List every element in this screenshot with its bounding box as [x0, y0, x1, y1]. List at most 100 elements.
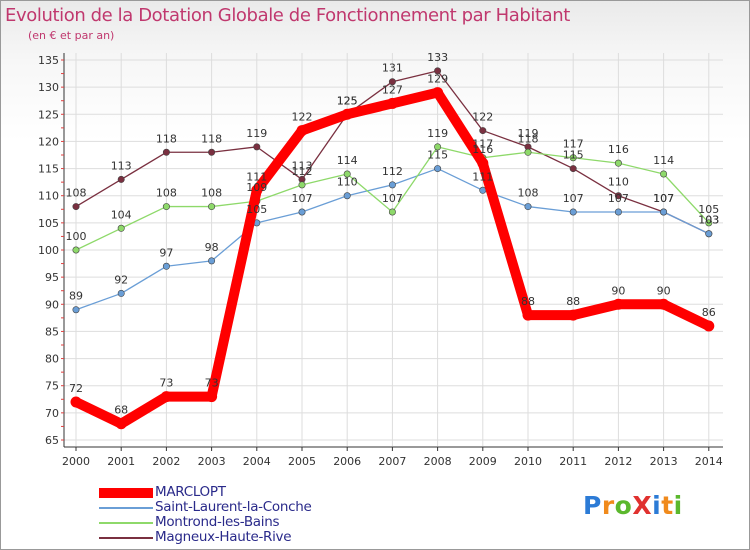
data-point-saint-laurent-la-conche	[614, 208, 622, 216]
data-label-magneux-haute-rive: 118	[201, 132, 222, 145]
data-point-montrond-les-bains	[117, 224, 125, 232]
data-label-montrond-les-bains: 114	[653, 154, 674, 167]
data-label-marclopt: 86	[702, 306, 716, 319]
brand-logo-letter: o	[614, 491, 633, 520]
data-point-magneux-haute-rive	[208, 148, 216, 156]
x-tick-label: 2004	[243, 455, 271, 468]
legend-swatch-saint-laurent	[99, 507, 153, 509]
legend-swatch-montrond	[99, 522, 153, 524]
data-label-montrond-les-bains: 112	[292, 165, 313, 178]
legend-label-marclopt: MARCLOPT	[155, 484, 226, 500]
x-tick-label: 2007	[378, 455, 406, 468]
x-tick-label: 2009	[469, 455, 497, 468]
y-tick-label: 75	[45, 380, 59, 393]
data-label-montrond-les-bains: 108	[156, 187, 177, 200]
data-point-magneux-haute-rive	[117, 175, 125, 183]
data-point-montrond-les-bains	[705, 219, 713, 227]
data-point-montrond-les-bains	[208, 203, 216, 211]
y-tick-label: 130	[38, 81, 59, 94]
data-label-saint-laurent-la-conche: 107	[563, 192, 584, 205]
chart-title: Evolution de la Dotation Globale de Fonc…	[5, 5, 570, 26]
data-label-montrond-les-bains: 107	[382, 192, 403, 205]
x-tick-label: 2012	[604, 455, 632, 468]
data-label-saint-laurent-la-conche: 97	[159, 246, 173, 259]
data-label-marclopt: 73	[159, 377, 173, 390]
data-label-saint-laurent-la-conche: 107	[608, 192, 629, 205]
series-lines	[70, 67, 715, 430]
brand-logo: ProXiti	[583, 491, 683, 520]
brand-logo-letter: P	[583, 491, 602, 520]
x-tick-label: 2005	[288, 455, 316, 468]
x-tick-label: 2003	[198, 455, 226, 468]
data-label-magneux-haute-rive: 108	[66, 187, 87, 200]
y-tick-label: 125	[38, 108, 59, 121]
data-label-magneux-haute-rive: 119	[246, 127, 267, 140]
brand-logo-letter: t	[661, 491, 674, 520]
data-label-marclopt: 116	[472, 143, 493, 156]
x-tick-label: 2008	[424, 455, 452, 468]
data-label-marclopt: 111	[246, 170, 267, 183]
data-label-montrond-les-bains: 118	[518, 132, 539, 145]
data-label-saint-laurent-la-conche: 103	[698, 214, 719, 227]
data-label-saint-laurent-la-conche: 105	[246, 203, 267, 216]
data-label-saint-laurent-la-conche: 107	[653, 192, 674, 205]
data-point-marclopt	[612, 298, 624, 310]
x-tick-label: 2006	[333, 455, 361, 468]
y-tick-label: 105	[38, 217, 59, 230]
data-point-saint-laurent-la-conche	[705, 230, 713, 238]
data-label-marclopt: 72	[69, 382, 83, 395]
data-point-marclopt	[70, 396, 82, 408]
data-label-magneux-haute-rive: 125	[337, 94, 358, 107]
data-point-saint-laurent-la-conche	[569, 208, 577, 216]
x-tick-label: 2011	[559, 455, 587, 468]
data-label-marclopt: 125	[337, 94, 358, 107]
y-tick-label: 70	[45, 407, 59, 420]
y-tick-label: 80	[45, 353, 59, 366]
brand-logo-letter: X	[632, 491, 653, 520]
data-point-montrond-les-bains	[298, 181, 306, 189]
data-point-magneux-haute-rive	[253, 143, 261, 151]
data-point-marclopt	[251, 184, 263, 196]
data-point-magneux-haute-rive	[72, 203, 80, 211]
data-label-magneux-haute-rive: 122	[472, 111, 493, 124]
brand-logo-letter: i	[673, 491, 683, 520]
data-point-saint-laurent-la-conche	[117, 289, 125, 297]
data-label-montrond-les-bains: 100	[66, 230, 87, 243]
data-point-magneux-haute-rive	[614, 192, 622, 200]
x-tick-label: 2000	[62, 455, 90, 468]
data-label-magneux-haute-rive: 107	[653, 192, 674, 205]
data-point-montrond-les-bains	[434, 143, 442, 151]
data-point-marclopt	[477, 157, 489, 169]
y-tick-label: 135	[38, 54, 59, 67]
data-point-montrond-les-bains	[660, 170, 668, 178]
data-label-saint-laurent-la-conche: 112	[382, 165, 403, 178]
data-label-saint-laurent-la-conche: 110	[337, 176, 358, 189]
data-label-montrond-les-bains: 116	[608, 143, 629, 156]
x-tick-label: 2014	[695, 455, 723, 468]
data-label-montrond-les-bains: 117	[472, 138, 493, 151]
data-label-magneux-haute-rive: 113	[111, 159, 132, 172]
data-point-saint-laurent-la-conche	[162, 262, 170, 270]
x-tick-label: 2001	[107, 455, 135, 468]
data-label-montrond-les-bains: 105	[698, 203, 719, 216]
data-label-magneux-haute-rive: 103	[698, 214, 719, 227]
y-tick-label: 95	[45, 271, 59, 284]
brand-logo-letter: i	[652, 491, 662, 520]
data-point-montrond-les-bains	[614, 159, 622, 167]
y-tick-label: 115	[38, 163, 59, 176]
data-point-marclopt	[432, 87, 444, 99]
data-label-montrond-les-bains: 104	[111, 208, 132, 221]
data-label-montrond-les-bains: 117	[563, 138, 584, 151]
data-point-marclopt	[296, 125, 308, 137]
legend-label-magneux: Magneux-Haute-Rive	[155, 529, 292, 545]
y-tick-label: 100	[38, 244, 59, 257]
data-label-saint-laurent-la-conche: 115	[427, 149, 448, 162]
data-point-marclopt	[386, 97, 398, 109]
data-point-marclopt	[567, 309, 579, 321]
data-point-marclopt	[115, 418, 127, 430]
data-label-marclopt: 88	[521, 295, 535, 308]
data-label-marclopt: 90	[657, 284, 671, 297]
data-point-magneux-haute-rive	[434, 67, 442, 75]
data-point-montrond-les-bains	[72, 246, 80, 254]
